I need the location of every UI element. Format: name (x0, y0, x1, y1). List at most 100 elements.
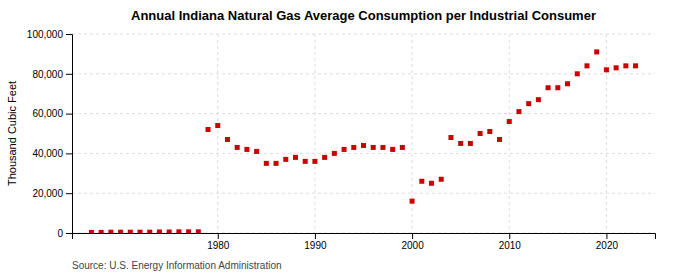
point (507, 119, 512, 124)
point (89, 230, 94, 233)
point (303, 159, 308, 164)
point (468, 141, 473, 146)
point (128, 230, 133, 233)
y-tick-label: 100,000 (27, 29, 64, 40)
point (147, 230, 152, 233)
point (138, 230, 143, 233)
point (274, 161, 279, 166)
y-tick: 0 (57, 228, 72, 239)
point (108, 230, 113, 233)
point (536, 97, 541, 102)
x-grid-line (606, 34, 607, 233)
point (448, 135, 453, 140)
x-tick: 2020 (596, 233, 619, 251)
point (594, 49, 599, 54)
point (497, 137, 502, 142)
marks (89, 49, 638, 233)
point (623, 63, 628, 68)
point (410, 199, 415, 204)
point (312, 159, 317, 164)
point (215, 123, 220, 128)
x-tick: 1980 (207, 233, 230, 251)
point (244, 147, 249, 152)
point (546, 85, 551, 90)
x-tick: 2000 (401, 233, 424, 251)
y-tick-mark (66, 153, 72, 154)
x-tick-label: 2020 (596, 240, 619, 251)
x-tick-label: 1990 (304, 240, 327, 251)
y-axis: 0 20,000 40,000 60,000 80,000 100,000 (27, 29, 73, 239)
y-grid-line (72, 193, 655, 194)
y-tick-mark (66, 74, 72, 75)
x-tick-label: 2000 (401, 240, 424, 251)
x-grid-line (509, 34, 510, 233)
y-tick-label: 80,000 (32, 69, 63, 80)
chart-svg: 1980 1990 2000 2010 2020 0 20,000 40,000 60,000 8… (0, 0, 675, 275)
title: Annual Indiana Natural Gas Average Consu… (131, 8, 596, 23)
point (332, 151, 337, 156)
y-tick-label: 40,000 (32, 148, 63, 159)
point (555, 85, 560, 90)
y-tick: 80,000 (32, 69, 72, 80)
x-axis-line (73, 234, 656, 240)
y-grid-line (72, 113, 655, 114)
point (614, 65, 619, 70)
point (429, 181, 434, 186)
point (458, 141, 463, 146)
point (565, 81, 570, 86)
point (351, 145, 356, 150)
y-tick-label: 0 (57, 228, 63, 239)
point (400, 145, 405, 150)
point (380, 145, 385, 150)
point (167, 230, 172, 233)
point (584, 63, 589, 68)
x-tick-mark (218, 233, 219, 239)
y-axis-label: Thousand Cubic Feet (6, 81, 18, 186)
y-tick-label: 60,000 (32, 108, 63, 119)
point (516, 109, 521, 114)
point (254, 149, 259, 154)
point (604, 67, 609, 72)
point (264, 161, 269, 166)
x-tick: 2010 (499, 233, 522, 251)
plot-area: 1980 1990 2000 2010 2020 0 20,000 40,000 60,000 8… (27, 29, 656, 251)
point (99, 230, 104, 233)
x-tick: 1990 (304, 233, 327, 251)
y-tick: 40,000 (32, 148, 72, 159)
point (176, 229, 181, 233)
x-grid-line (314, 34, 315, 233)
y-tick: 20,000 (32, 188, 72, 199)
point (157, 230, 162, 233)
chart-container: 1980 1990 2000 2010 2020 0 20,000 40,000 60,000 8… (0, 0, 675, 275)
y-grid-line (72, 73, 655, 74)
point (633, 63, 638, 68)
y-axis-line (66, 35, 73, 234)
point (361, 143, 366, 148)
point (235, 145, 240, 150)
point (186, 229, 191, 233)
y-grid-line (72, 34, 655, 35)
y-tick-mark (66, 233, 72, 234)
point (419, 179, 424, 184)
point (478, 131, 483, 136)
x-tick-mark (315, 233, 316, 239)
y-grid-line (72, 153, 655, 154)
point (371, 145, 376, 150)
y-tick-mark (66, 114, 72, 115)
point (196, 229, 201, 233)
x-tick-label: 1980 (207, 240, 230, 251)
point (206, 127, 211, 132)
point (283, 157, 288, 162)
point (293, 155, 298, 160)
point (342, 147, 347, 152)
grid (72, 34, 655, 233)
y-tick-mark (66, 34, 72, 35)
y-tick: 60,000 (32, 108, 72, 119)
source-note: Source: U.S. Energy Information Administ… (72, 260, 282, 271)
y-tick-label: 20,000 (32, 188, 63, 199)
point (439, 177, 444, 182)
point (225, 137, 230, 142)
y-tick: 100,000 (27, 29, 72, 40)
point (526, 101, 531, 106)
x-tick-mark (606, 233, 607, 239)
